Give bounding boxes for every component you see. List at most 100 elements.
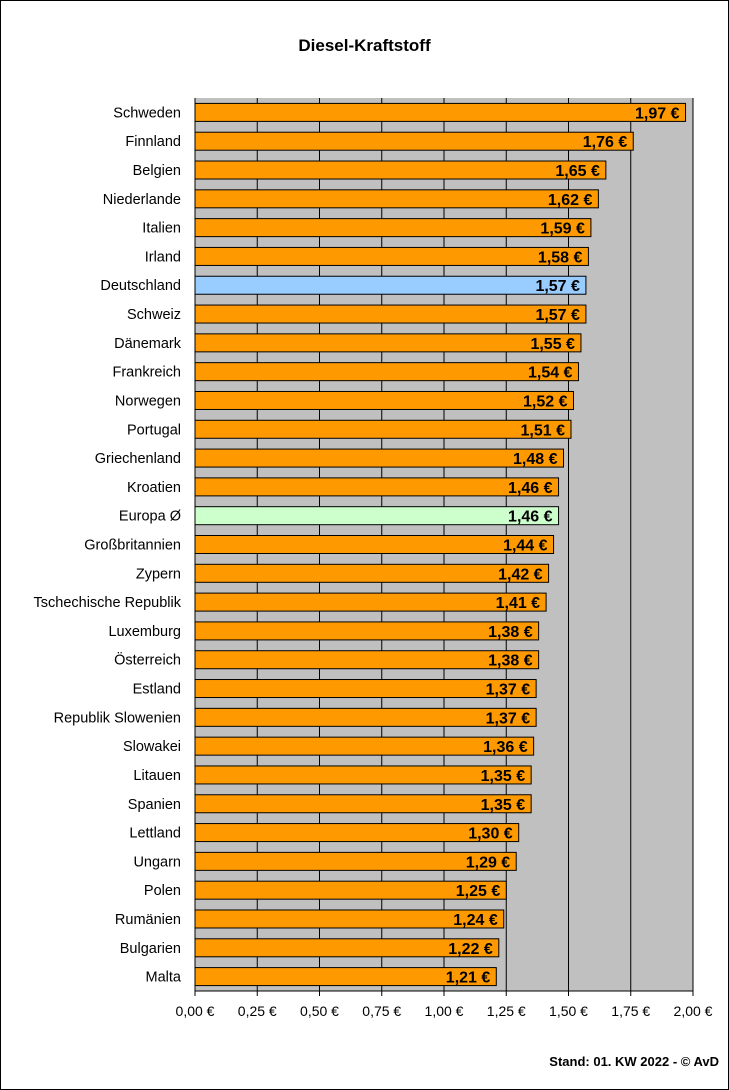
data-label: 1,38 € bbox=[488, 624, 533, 641]
data-label: 1,25 € bbox=[456, 883, 501, 900]
bar bbox=[194, 967, 497, 987]
category-label: Großbritannien bbox=[84, 538, 181, 554]
category-label: Schweiz bbox=[127, 307, 181, 323]
bar bbox=[194, 880, 507, 900]
category-label: Malta bbox=[146, 970, 182, 986]
data-label: 1,35 € bbox=[481, 768, 526, 785]
category-label: Lettland bbox=[129, 826, 181, 842]
category-label: Irland bbox=[145, 249, 181, 265]
bar bbox=[194, 160, 607, 180]
bar bbox=[194, 362, 579, 382]
bar bbox=[194, 938, 500, 958]
data-label: 1,52 € bbox=[523, 393, 568, 410]
category-label: Ungarn bbox=[133, 854, 181, 870]
data-label: 1,55 € bbox=[530, 336, 575, 353]
bar bbox=[194, 707, 537, 727]
x-tick-label: 1,50 € bbox=[549, 1003, 588, 1019]
category-label: Finnland bbox=[125, 134, 181, 150]
bar bbox=[194, 189, 599, 209]
category-label: Frankreich bbox=[113, 365, 182, 381]
data-label: 1,48 € bbox=[513, 451, 558, 468]
data-label: 1,46 € bbox=[508, 509, 553, 526]
bar bbox=[194, 563, 550, 583]
category-label: Zypern bbox=[136, 566, 181, 582]
data-label: 1,37 € bbox=[486, 710, 531, 727]
x-tick-label: 0,00 € bbox=[176, 1003, 215, 1019]
category-label: Slowakei bbox=[123, 739, 181, 755]
bar bbox=[194, 275, 587, 295]
x-tick-label: 1,75 € bbox=[611, 1003, 650, 1019]
category-label: Deutschland bbox=[100, 278, 181, 294]
bar bbox=[194, 823, 520, 843]
data-label: 1,38 € bbox=[488, 653, 533, 670]
category-label: Norwegen bbox=[115, 393, 181, 409]
bar bbox=[194, 477, 560, 497]
bar bbox=[194, 736, 535, 756]
x-tick-label: 0,25 € bbox=[238, 1003, 277, 1019]
bar bbox=[194, 909, 505, 929]
category-label: Kroatien bbox=[127, 480, 181, 496]
category-label: Republik Slowenien bbox=[54, 710, 181, 726]
bar bbox=[194, 333, 582, 353]
category-label: Portugal bbox=[127, 422, 181, 438]
bar bbox=[194, 765, 532, 785]
data-label: 1,37 € bbox=[486, 682, 531, 699]
category-label: Italien bbox=[142, 221, 181, 237]
data-label: 1,54 € bbox=[528, 365, 573, 382]
data-label: 1,30 € bbox=[468, 826, 513, 843]
category-label: Litauen bbox=[133, 768, 181, 784]
data-label: 1,65 € bbox=[555, 163, 600, 180]
category-label: Europa Ø bbox=[119, 509, 181, 525]
category-label: Österreich bbox=[114, 651, 181, 669]
category-label: Belgien bbox=[133, 163, 181, 179]
data-label: 1,97 € bbox=[635, 105, 680, 122]
data-label: 1,22 € bbox=[448, 941, 493, 958]
bar bbox=[194, 535, 555, 554]
category-label: Niederlande bbox=[103, 192, 181, 208]
x-tick-label: 2,00 € bbox=[674, 1003, 713, 1019]
data-label: 1,76 € bbox=[583, 134, 628, 151]
x-tick-label: 0,50 € bbox=[300, 1003, 339, 1019]
bar bbox=[194, 650, 540, 670]
bar bbox=[194, 102, 687, 122]
data-label: 1,21 € bbox=[446, 970, 491, 987]
category-label: Spanien bbox=[128, 797, 181, 813]
chart-title: Diesel-Kraftstoff bbox=[298, 36, 431, 55]
bar bbox=[194, 419, 572, 439]
data-label: 1,58 € bbox=[538, 249, 583, 266]
data-label: 1,29 € bbox=[466, 854, 511, 871]
x-tick-label: 1,25 € bbox=[487, 1003, 526, 1019]
data-label: 1,62 € bbox=[548, 192, 593, 209]
bar bbox=[194, 390, 574, 410]
bar bbox=[194, 448, 565, 468]
category-label: Rumänien bbox=[115, 912, 181, 928]
data-label: 1,57 € bbox=[535, 278, 580, 295]
bar bbox=[194, 304, 587, 324]
bar bbox=[194, 131, 634, 151]
data-label: 1,59 € bbox=[540, 221, 585, 238]
category-label: Estland bbox=[133, 682, 181, 698]
category-label: Bulgarien bbox=[120, 941, 181, 957]
bar bbox=[194, 506, 560, 526]
category-label: Polen bbox=[144, 883, 181, 899]
bar bbox=[194, 621, 540, 641]
bar bbox=[194, 851, 517, 871]
bar bbox=[194, 679, 537, 699]
bar bbox=[194, 592, 547, 612]
bar bbox=[194, 218, 592, 238]
data-label: 1,36 € bbox=[483, 739, 528, 756]
category-label: Luxemburg bbox=[108, 624, 181, 640]
data-label: 1,57 € bbox=[535, 307, 580, 324]
bar bbox=[194, 794, 532, 814]
data-label: 1,46 € bbox=[508, 480, 553, 497]
category-label: Schweden bbox=[113, 105, 181, 121]
category-label: Tschechische Republik bbox=[34, 595, 182, 611]
data-label: 1,41 € bbox=[496, 595, 541, 612]
chart-footer: Stand: 01. KW 2022 - © AvD bbox=[549, 1054, 719, 1069]
data-label: 1,42 € bbox=[498, 566, 543, 583]
data-label: 1,24 € bbox=[453, 912, 498, 929]
x-tick-label: 0,75 € bbox=[362, 1003, 401, 1019]
category-label: Griechenland bbox=[95, 451, 181, 467]
x-tick-label: 1,00 € bbox=[425, 1003, 464, 1019]
